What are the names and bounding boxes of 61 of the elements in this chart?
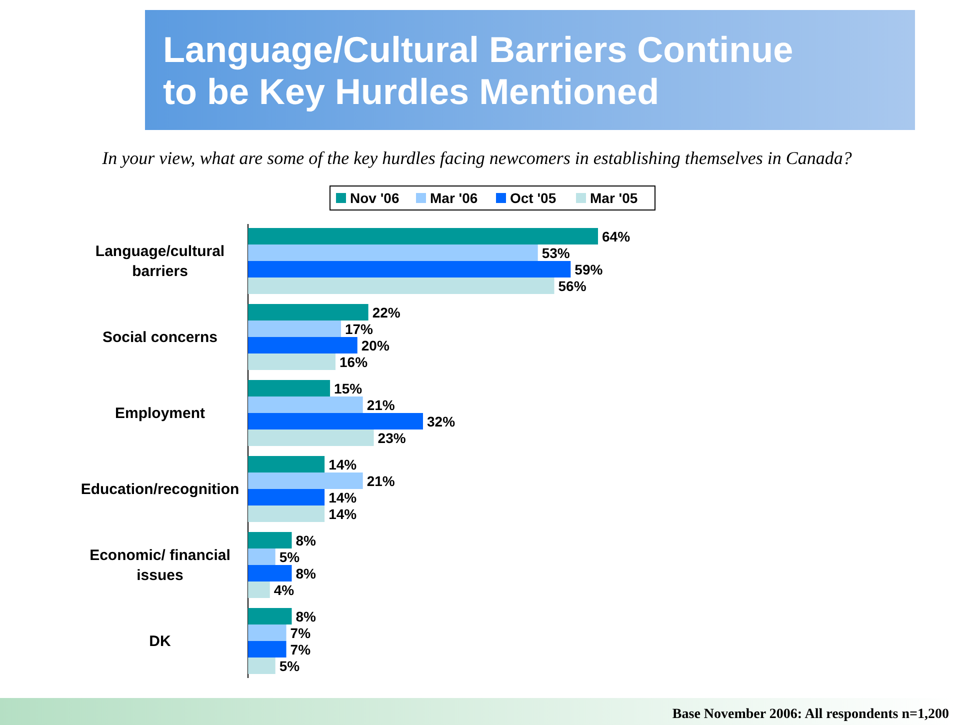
bar <box>248 565 292 582</box>
bar <box>248 548 276 565</box>
text: Base November 2006: All respondents n=1,200 <box>672 707 949 722</box>
bar <box>248 608 292 624</box>
data-label: 32% <box>427 413 456 430</box>
y-tick-label: Language/cultural barriers <box>95 243 225 280</box>
data-label: 22% <box>372 304 401 320</box>
bar <box>248 641 286 658</box>
bar <box>248 456 325 472</box>
bar <box>248 354 336 370</box>
data-label: 16% <box>340 354 368 370</box>
data-label: 64% <box>602 228 631 244</box>
data-label: 53% <box>542 244 570 261</box>
data-label: 14% <box>328 456 358 472</box>
bar <box>248 380 330 396</box>
bar <box>248 489 325 506</box>
bar <box>248 337 358 354</box>
bar <box>248 278 554 294</box>
data-label: 21% <box>366 396 396 413</box>
data-label: 20% <box>361 337 390 354</box>
data-label: 8% <box>296 532 317 548</box>
y-tick-label: Social concerns <box>102 329 218 346</box>
chart-subtitle: In your view, what are some of the key hurdles facing newcomers in establishing themselves in Canada? <box>101 148 852 168</box>
bar <box>248 658 276 674</box>
bar <box>248 430 374 446</box>
data-label: 4% <box>274 582 295 598</box>
bar <box>248 532 292 548</box>
data-label: 8% <box>296 565 317 582</box>
bar <box>248 320 341 337</box>
data-label: 14% <box>328 489 358 506</box>
data-label: 21% <box>366 472 396 489</box>
bar <box>248 506 325 522</box>
data-label: 17% <box>344 320 374 337</box>
bar <box>248 261 571 278</box>
bar <box>248 228 598 244</box>
chart-title: Language/Cultural Barriers Continue to be Key Hurdles Mentioned <box>163 29 794 112</box>
data-label: 56% <box>558 278 587 294</box>
bar <box>248 304 368 320</box>
y-tick-label: DK <box>149 633 171 650</box>
bar <box>248 244 538 261</box>
data-label: 5% <box>279 548 300 565</box>
data-label: 8% <box>296 608 317 624</box>
data-label: 7% <box>290 641 312 658</box>
bar <box>248 413 423 430</box>
data-label: 5% <box>279 658 300 674</box>
data-label: 7% <box>290 624 312 641</box>
bar <box>248 396 363 413</box>
data-label: 23% <box>378 430 406 446</box>
y-tick-label: Employment <box>114 405 206 422</box>
legend-label: Mar '05 <box>590 190 638 206</box>
legend-label: Oct '05 <box>510 190 556 206</box>
legend-label: Mar '06 <box>430 190 478 206</box>
data-label: 15% <box>334 380 363 396</box>
legend-label: Nov '06 <box>350 190 400 206</box>
bar <box>248 472 363 489</box>
data-label: 14% <box>328 506 358 522</box>
y-tick-label: Economic/ financial issues <box>90 547 230 584</box>
bar <box>248 624 286 641</box>
data-label: 59% <box>574 261 604 278</box>
bar <box>248 582 270 598</box>
y-tick-label: Education/recognition <box>80 481 240 498</box>
